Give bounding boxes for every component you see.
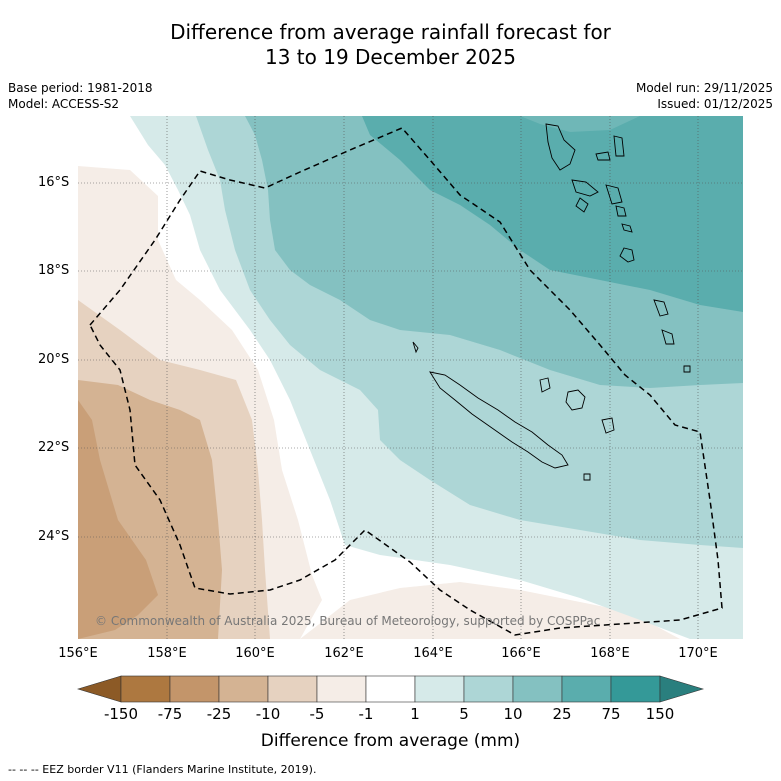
- lon-label: 158°E: [147, 646, 187, 661]
- colorbar-seg-10: [561, 675, 612, 703]
- map-title: Difference from average rainfall forecas…: [0, 20, 781, 70]
- title-line-1: Difference from average rainfall forecas…: [170, 20, 611, 44]
- colorbar-seg-5: [316, 675, 367, 703]
- lat-label: 18°S: [38, 263, 70, 278]
- colorbar-seg-4: [267, 675, 318, 703]
- colorbar-tick: 75: [601, 705, 621, 723]
- lon-label: 156°E: [58, 646, 98, 661]
- colorbar-title: Difference from average (mm): [260, 731, 521, 751]
- lon-label: 164°E: [413, 646, 453, 661]
- vanuatu-islands: [545, 123, 691, 373]
- lon-label: 160°E: [235, 646, 275, 661]
- copyright-notice: © Commonwealth of Australia 2025, Bureau…: [95, 614, 601, 628]
- colorbar-tick: -150: [103, 705, 139, 723]
- colorbar-seg-1: [120, 675, 171, 703]
- colorbar-seg-6: [365, 675, 416, 703]
- model-run: Model run: 29/11/2025: [635, 81, 773, 95]
- lat-label: 24°S: [38, 529, 70, 544]
- lon-label: 166°E: [501, 646, 541, 661]
- colorbar-seg-2: [169, 675, 220, 703]
- base-period: Base period: 1981-2018: [8, 81, 153, 95]
- lat-label: 16°S: [38, 175, 70, 190]
- eez-legend: -- -- -- EEZ border V11 (Flanders Marine…: [8, 763, 317, 776]
- colorbar-tick: -75: [157, 705, 183, 723]
- colorbar-tick: 1: [410, 705, 420, 723]
- lon-label: 162°E: [324, 646, 364, 661]
- colorbar-tick: -25: [206, 705, 232, 723]
- isle-of-pines: [583, 473, 591, 481]
- eez-border: [89, 127, 723, 636]
- colorbar: [76, 675, 705, 703]
- lon-label: 170°E: [678, 646, 718, 661]
- new-caledonia-island: [429, 371, 569, 469]
- contour-wet-25-75: [362, 116, 743, 312]
- colorbar-tick: 5: [459, 705, 469, 723]
- colorbar-seg-8: [463, 675, 514, 703]
- meta-right: Model run: 29/11/2025 Issued: 01/12/2025: [636, 80, 773, 112]
- colorbar-tick: 150: [645, 705, 675, 723]
- contour-dry-25-75: [78, 400, 158, 639]
- colorbar-extend-high: [659, 675, 705, 703]
- meta-left: Base period: 1981-2018 Model: ACCESS-S2: [8, 80, 153, 112]
- colorbar-seg-11: [610, 675, 661, 703]
- lat-label: 22°S: [38, 440, 70, 455]
- lat-label: 20°S: [38, 352, 70, 367]
- colorbar-extend-low: [76, 675, 122, 703]
- belep-islands: [412, 341, 419, 354]
- colorbar-seg-9: [512, 675, 563, 703]
- colorbar-tick: -10: [255, 705, 281, 723]
- contour-dry-1-5-south: [300, 582, 680, 639]
- colorbar-tick: -1: [358, 705, 374, 723]
- loyalty-island-lifou: [565, 389, 586, 411]
- colorbar-seg-3: [218, 675, 269, 703]
- loyalty-island-ouvea: [539, 377, 551, 393]
- colorbar-seg-7: [414, 675, 465, 703]
- colorbar-tick: 10: [503, 705, 523, 723]
- title-line-2: 13 to 19 December 2025: [264, 45, 516, 69]
- model-name: Model: ACCESS-S2: [8, 97, 120, 111]
- lon-label: 168°E: [590, 646, 630, 661]
- loyalty-island-mare: [601, 417, 615, 434]
- rainfall-contours: [78, 116, 743, 639]
- colorbar-tick: 25: [552, 705, 572, 723]
- colorbar-tick: -5: [309, 705, 325, 723]
- issued-date: Issued: 01/12/2025: [657, 97, 773, 111]
